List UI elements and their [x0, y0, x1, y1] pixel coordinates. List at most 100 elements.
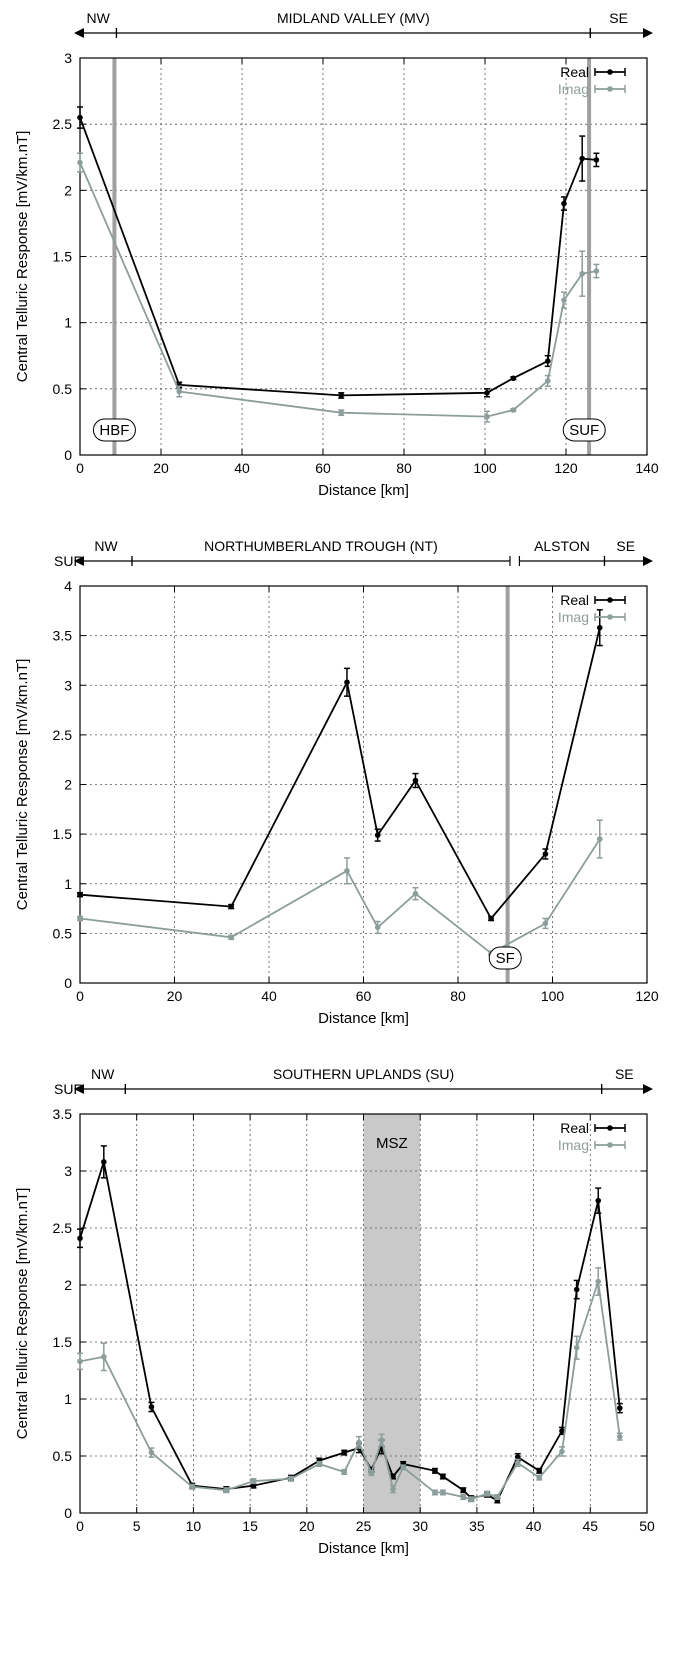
region-label: ALSTON [534, 538, 590, 554]
series-real [77, 609, 603, 922]
region-label: SE [609, 10, 628, 26]
data-point [228, 903, 234, 910]
data-point [223, 1487, 230, 1493]
y-tick-label: 1 [64, 315, 72, 331]
data-point [488, 915, 494, 922]
data-point [542, 920, 549, 927]
data-point [514, 1460, 521, 1466]
y-tick-label: 4 [64, 578, 72, 594]
data-point [341, 1449, 348, 1456]
arrow-right-icon [643, 1084, 653, 1094]
series-imag [77, 1267, 623, 1503]
data-point [101, 1354, 107, 1360]
region-label: SE [616, 538, 635, 554]
data-point [374, 924, 381, 931]
x-tick-label: 0 [76, 1518, 84, 1534]
data-point [544, 378, 551, 384]
data-point [228, 934, 234, 941]
y-tick-label: 2.5 [53, 727, 73, 743]
data-point [536, 1468, 543, 1474]
series-real [77, 1145, 623, 1504]
data-point [573, 1286, 580, 1293]
x-tick-label: 15 [242, 1518, 258, 1534]
data-point [176, 388, 183, 395]
series-line [79, 838, 601, 955]
data-point [595, 1278, 602, 1285]
y-tick-label: 3 [64, 50, 72, 66]
series-line [79, 1161, 621, 1502]
data-point [593, 268, 600, 274]
header-left-label: SUF [54, 1081, 82, 1097]
x-axis-label: Distance [km] [318, 1540, 409, 1557]
x-tick-label: 45 [583, 1518, 599, 1534]
data-point [542, 851, 549, 857]
data-point [514, 1454, 521, 1460]
arrow-left-icon [74, 28, 84, 38]
chart-panel-1: 0 20 40 60 80 100 120 140 0 0.5 1 1.5 2 2.5 3 Distance … [14, 10, 659, 499]
data-point [101, 1159, 107, 1165]
data-point [579, 155, 585, 162]
data-point [460, 1494, 467, 1500]
grid [80, 586, 647, 983]
data-point [559, 1448, 565, 1455]
y-tick-label: 0 [64, 975, 72, 991]
data-point [338, 409, 345, 416]
x-tick-label: 50 [639, 1518, 655, 1534]
data-point [468, 1496, 475, 1503]
shaded-region [363, 1114, 421, 1513]
data-point [579, 270, 585, 277]
shaded-region-label: MSZ [376, 1135, 408, 1152]
y-tick-label: 1.5 [53, 826, 73, 842]
data-point [77, 114, 83, 121]
data-point [250, 1482, 257, 1489]
y-axis-label: Central Telluric Response [mV/km.nT] [14, 659, 31, 910]
x-tick-label: 60 [356, 988, 372, 1004]
chart-panel-3: 0 5 10 15 20 25 30 35 40 45 50 0 0.5 1 1.5 2 2.5 3 3.5 Dist… [14, 1066, 655, 1557]
x-tick-label: 30 [412, 1518, 428, 1534]
x-tick-label: 35 [469, 1518, 485, 1534]
chart-panel-2: 0 20 40 60 80 100 120 0 0.5 1 1.5 2 2.5 3 3.5 4 Distance… [14, 538, 659, 1027]
data-point [288, 1476, 294, 1482]
region-label: NW [94, 538, 118, 554]
y-axis-label: Central Telluric Response [mV/km.nT] [14, 131, 31, 382]
data-point [596, 624, 603, 631]
data-point [616, 1405, 623, 1411]
legend-marker [607, 614, 613, 620]
y-tick-label: 1.5 [53, 1334, 73, 1350]
y-tick-label: 3 [64, 677, 72, 693]
data-point [148, 1449, 155, 1456]
y-axis-label: Central Telluric Response [mV/km.nT] [14, 1188, 31, 1439]
data-point [374, 832, 381, 838]
grid [80, 1114, 647, 1513]
y-tick-label: 2.5 [53, 116, 73, 132]
y-tick-label: 0.5 [53, 925, 73, 941]
x-tick-label: 80 [396, 460, 412, 476]
x-tick-label: 60 [315, 460, 331, 476]
y-tick-label: 1 [64, 1391, 72, 1407]
data-point [77, 915, 83, 922]
data-point [460, 1487, 467, 1493]
data-point [432, 1489, 438, 1496]
x-tick-label: 40 [234, 460, 250, 476]
x-tick-label: 10 [186, 1518, 202, 1534]
legend-label: Imag [558, 1137, 589, 1153]
data-point [412, 890, 419, 897]
data-point [189, 1483, 196, 1490]
data-point [484, 413, 490, 420]
data-point [338, 392, 345, 399]
arrow-left-icon [74, 1084, 84, 1094]
region-label: NORTHUMBERLAND TROUGH (NT) [204, 538, 438, 554]
y-tick-label: 0.5 [53, 1448, 73, 1464]
series-line [79, 162, 597, 418]
legend-marker [607, 69, 613, 75]
fault-label-box [562, 418, 606, 442]
series-line [79, 1281, 621, 1501]
data-point [544, 358, 551, 364]
data-point [616, 1433, 623, 1440]
fault-label: HBF [99, 422, 129, 439]
arrow-right-icon [643, 28, 653, 38]
legend-label: Imag [558, 81, 589, 97]
legend-label: Real [560, 64, 589, 80]
